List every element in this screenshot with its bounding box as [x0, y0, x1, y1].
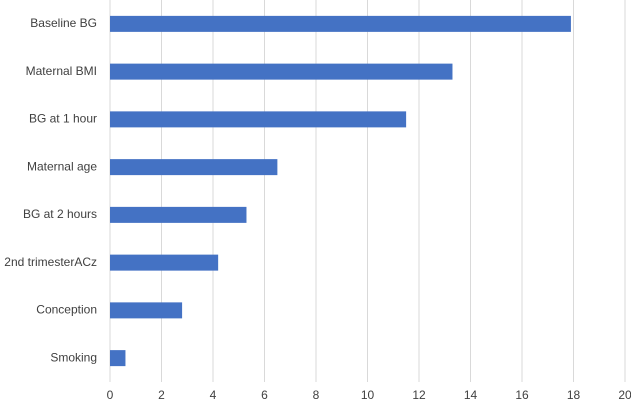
y-tick-label: Smoking [50, 350, 97, 364]
x-tick-label: 4 [210, 388, 217, 401]
x-tick-label: 18 [567, 388, 581, 401]
x-tick-label: 16 [515, 388, 529, 401]
y-tick-label: BG at 1 hour [29, 112, 97, 126]
y-tick-label: Baseline BG [30, 16, 97, 30]
bar [110, 206, 247, 223]
x-tick-label: 12 [412, 388, 426, 401]
bar [110, 302, 183, 319]
x-tick-label: 20 [618, 388, 631, 401]
x-tick-label: 14 [464, 388, 478, 401]
y-tick-label: Conception [36, 303, 97, 317]
x-tick-label: 0 [107, 388, 114, 401]
bar [110, 63, 453, 80]
y-tick-label: BG at 2 hours [23, 207, 97, 221]
y-tick-label: Maternal BMI [26, 64, 97, 78]
bar [110, 159, 278, 176]
x-tick-label: 8 [313, 388, 320, 401]
y-tick-label: 2nd trimesterACz [4, 255, 97, 269]
bar [110, 254, 219, 271]
x-tick-label: 10 [361, 388, 375, 401]
bar [110, 111, 407, 128]
x-tick-label: 6 [261, 388, 268, 401]
bar [110, 350, 126, 367]
x-tick-label: 2 [158, 388, 165, 401]
y-tick-label: Maternal age [27, 159, 97, 173]
bar [110, 15, 571, 32]
